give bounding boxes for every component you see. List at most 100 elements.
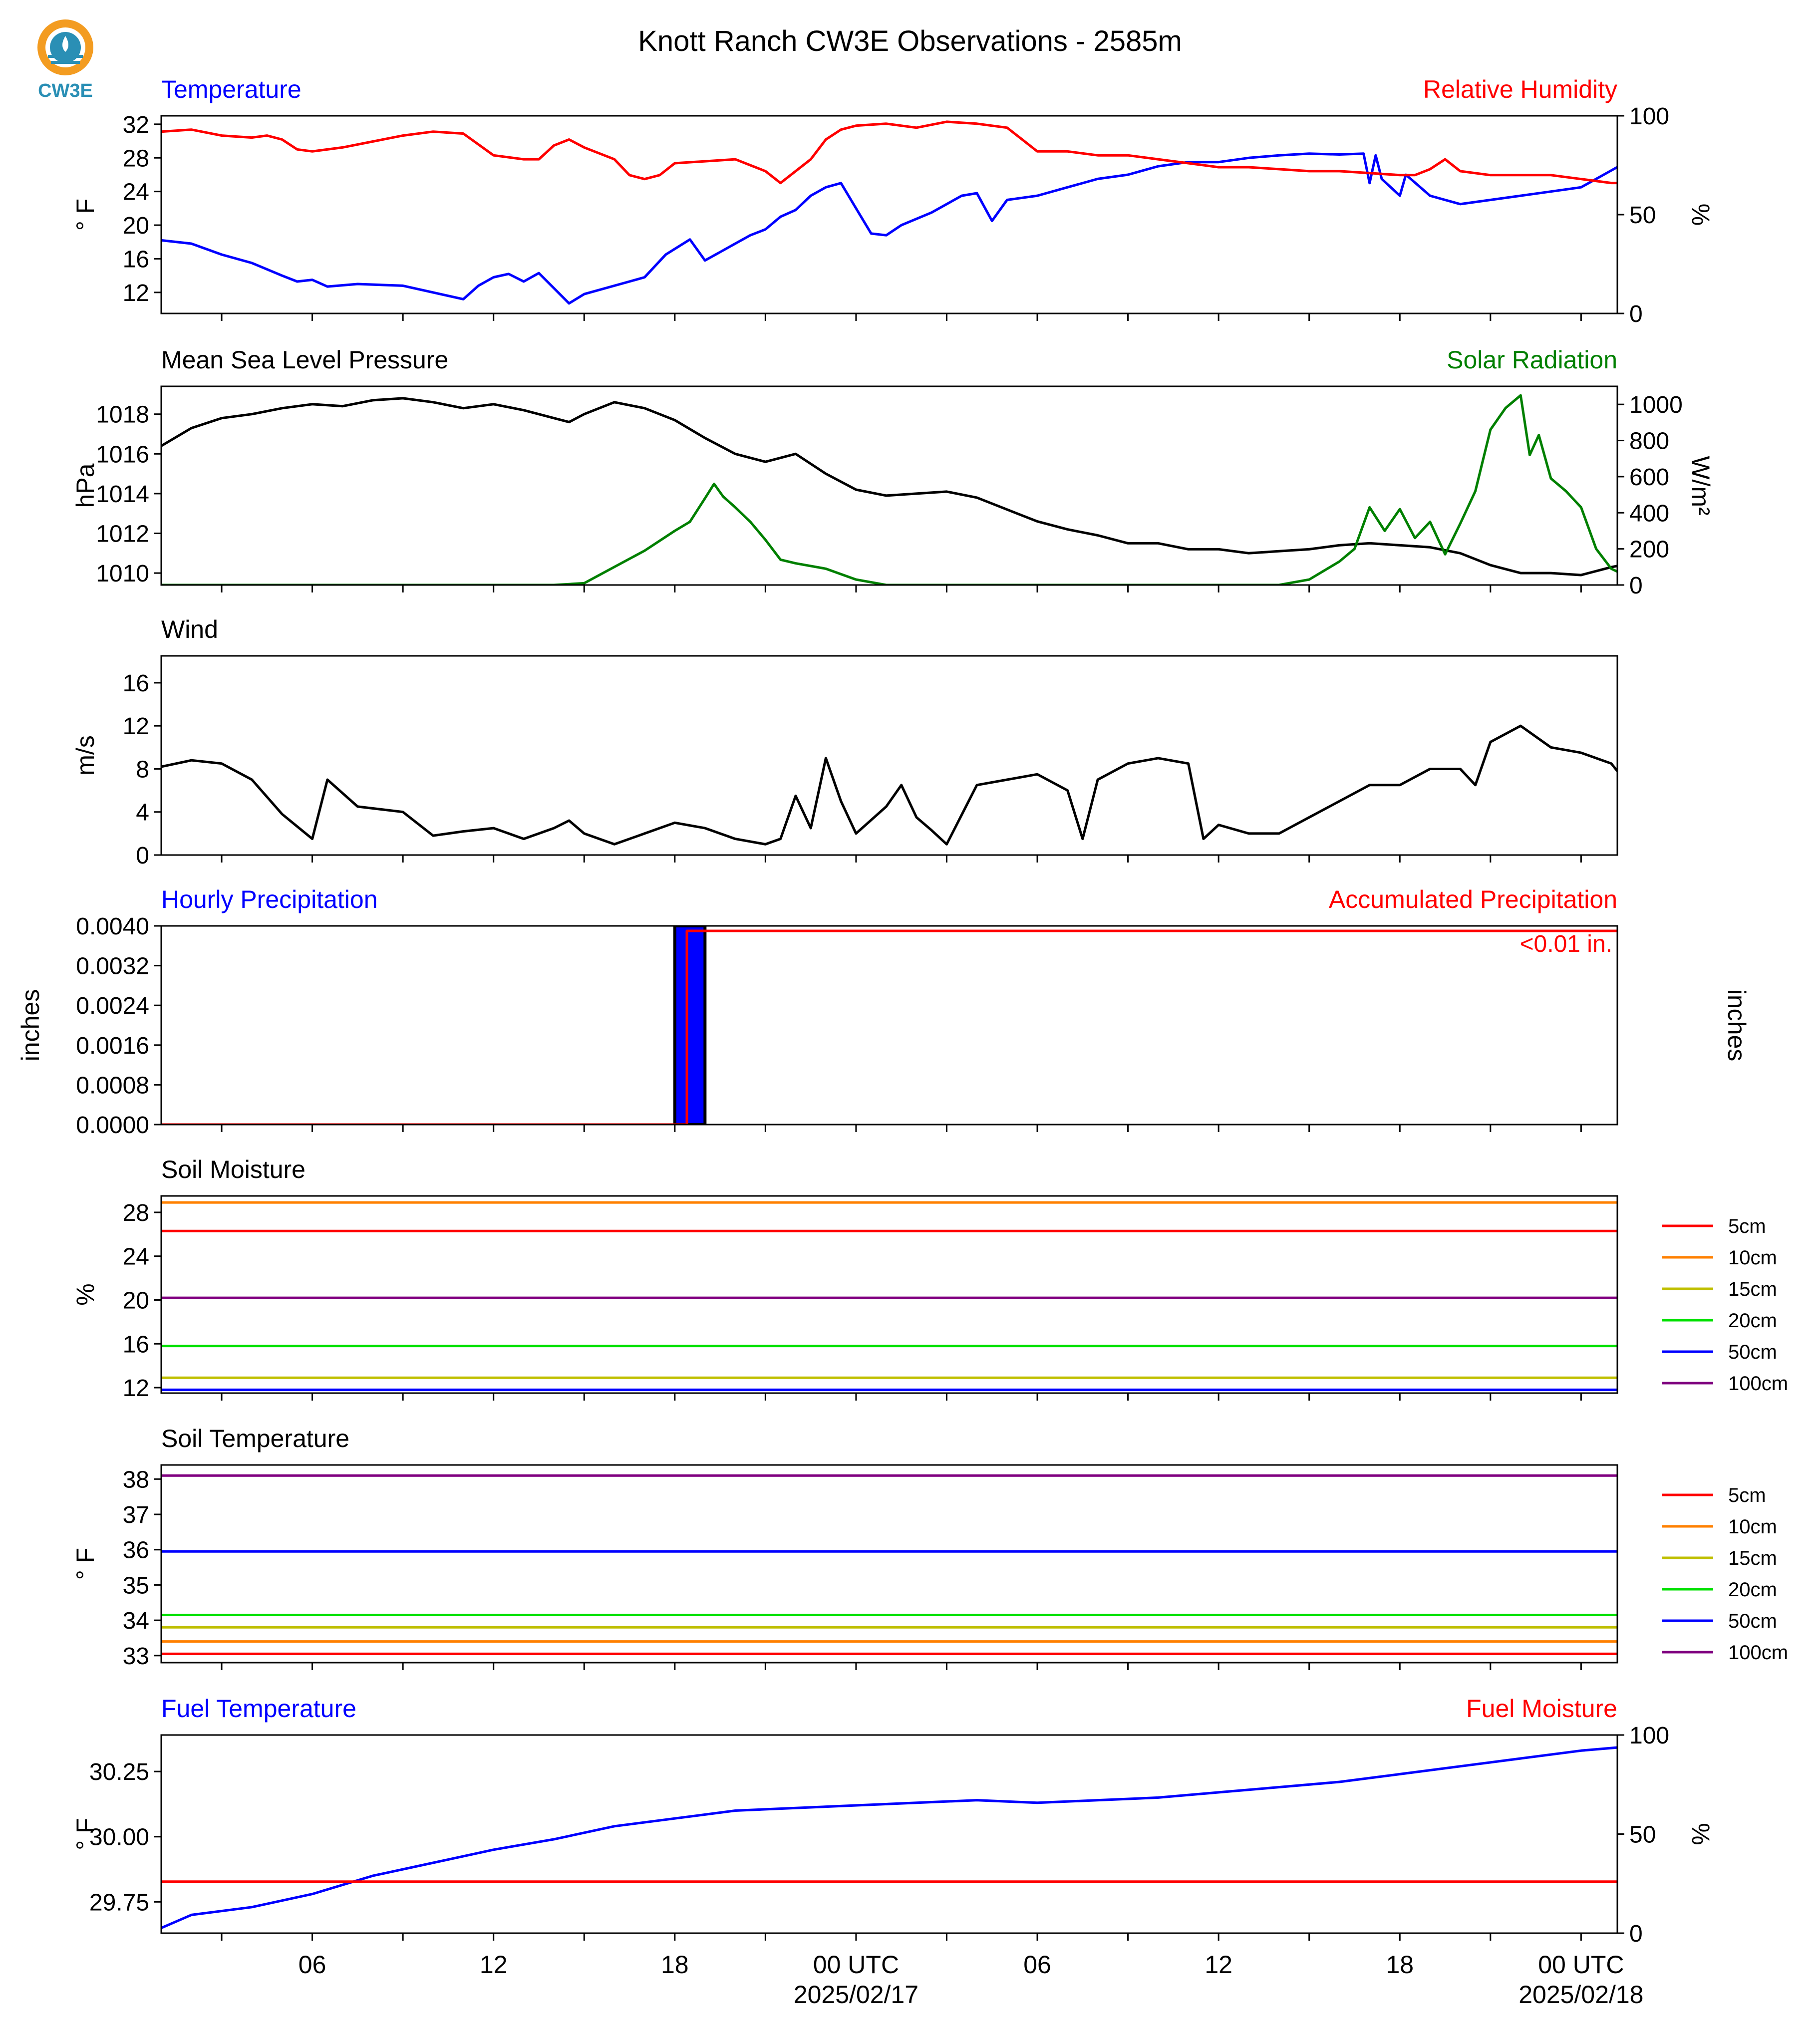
panel-4: Soil Moisture1216202428%5cm10cm15cm20cm5…: [71, 1156, 1788, 1402]
y-tick-label: 38: [123, 1466, 149, 1493]
y-tick-right-label: 0: [1629, 301, 1643, 327]
series-line-1: [161, 120, 1617, 185]
legend-label: 100cm: [1728, 1373, 1788, 1395]
y-axis-label: m/s: [71, 735, 99, 776]
panel-title-left: Wind: [161, 615, 218, 643]
series-line-0: [161, 152, 1617, 305]
panel-frame: [160, 385, 1618, 586]
y-tick-label: 0.0032: [76, 953, 149, 980]
y-tick-label: 0.0008: [76, 1072, 149, 1099]
x-tick-label: 00 UTC: [813, 1951, 899, 1979]
y-tick-label: 1012: [96, 521, 149, 548]
panel-frame: [160, 655, 1618, 856]
y-axis-label: ° F: [71, 199, 99, 231]
y-tick-label: 1010: [96, 561, 149, 587]
y-tick-right-label: 200: [1629, 537, 1669, 563]
y-tick-right-label: 0: [1629, 1921, 1643, 1947]
panel-2: Wind 0 4 8 12 16 m/s: [71, 615, 1618, 869]
series-line-0: [161, 724, 1617, 846]
plot-area: [161, 1201, 1617, 1391]
y-axis-label-right: W/m²: [1687, 456, 1715, 515]
panel-title-right: Relative Humidity: [1423, 75, 1617, 103]
y-tick-right-label: 1000: [1629, 392, 1683, 418]
y-tick-label: 37: [123, 1502, 149, 1528]
cw3e-logo: CW3E: [37, 19, 93, 101]
panel-frame: [160, 1734, 1618, 1934]
panel-frame: [160, 1195, 1618, 1394]
legend-label: 100cm: [1728, 1642, 1788, 1664]
plot-area: [161, 724, 1617, 846]
hourly-precip-bar: [673, 926, 707, 1125]
y-axis-label: ° F: [71, 1548, 99, 1580]
y-tick-label: 0: [136, 843, 149, 869]
legend-label: 5cm: [1728, 1484, 1766, 1506]
legend-label: 15cm: [1728, 1547, 1777, 1569]
panel-frame: [160, 115, 1618, 314]
legend-label: 20cm: [1728, 1579, 1777, 1601]
y-axis-label: ° F: [71, 1818, 99, 1850]
plot-area: [161, 1746, 1617, 1929]
x-tick-label: 12: [1205, 1951, 1232, 1979]
y-tick-right-label: 0: [1629, 573, 1643, 599]
y-axis-label: hPa: [71, 463, 99, 508]
panel-frame: [160, 925, 1618, 1126]
panel-title-right: Solar Radiation: [1447, 346, 1617, 374]
y-tick-label: 12: [123, 1375, 149, 1402]
figure-title: Knott Ranch CW3E Observations - 2585m: [638, 25, 1182, 57]
y-tick-label: 28: [123, 1200, 149, 1226]
x-date-label: 2025/02/18: [1518, 1981, 1643, 2009]
y-tick-right-label: 400: [1629, 500, 1669, 527]
legend-label: 20cm: [1728, 1310, 1777, 1332]
legend: 5cm 10cm 15cm 20cm 50cm 100cm: [1662, 1484, 1788, 1664]
legend-label: 10cm: [1728, 1247, 1777, 1269]
y-tick-right-label: 600: [1629, 464, 1669, 491]
y-tick-label: 4: [136, 800, 149, 826]
y-tick-label: 34: [123, 1608, 149, 1634]
y-tick-label: 16: [123, 670, 149, 697]
y-tick-label: 12: [123, 280, 149, 306]
y-tick-label: 16: [123, 246, 149, 273]
plot-area: [161, 1474, 1617, 1655]
panel-title-left: Soil Temperature: [161, 1425, 349, 1452]
y-tick-label: 33: [123, 1643, 149, 1670]
panel-frame: [160, 1464, 1618, 1664]
y-tick-label: 12: [123, 713, 149, 740]
y-tick-label: 8: [136, 756, 149, 783]
panel-0: Temperature Relative Humidity 12 16 20 24 28 32…: [71, 75, 1715, 327]
series-line-0: [161, 397, 1617, 577]
y-tick-label: 20: [123, 1287, 149, 1314]
x-tick-label: 06: [299, 1951, 326, 1979]
panel-3: Hourly Precipitation Accumulated Precipit…: [16, 885, 1751, 1139]
y-tick-label: 1014: [96, 481, 149, 508]
x-tick-label: 00 UTC: [1538, 1951, 1624, 1979]
x-tick-label: 18: [661, 1951, 689, 1979]
y-tick-label: 0.0040: [76, 913, 149, 940]
y-tick-right-label: 800: [1629, 428, 1669, 455]
legend-label: 5cm: [1728, 1215, 1766, 1237]
x-date-label: 2025/02/17: [794, 1981, 918, 2009]
panel-title-right: Accumulated Precipitation: [1329, 885, 1617, 913]
panel-title-left: Temperature: [161, 75, 302, 103]
y-axis-label-right: %: [1687, 1823, 1715, 1845]
y-tick-label: 29.75: [89, 1889, 149, 1916]
y-tick-label: 30.00: [89, 1824, 149, 1851]
y-tick-label: 0.0016: [76, 1033, 149, 1059]
plot-area: [161, 394, 1617, 585]
precip-annotation: <0.01 in.: [1520, 931, 1612, 957]
y-tick-label: 32: [123, 112, 149, 138]
legend-label: 10cm: [1728, 1516, 1777, 1538]
panel-title-left: Hourly Precipitation: [161, 885, 378, 913]
panel-6: Fuel Temperature Fuel Moisture 29.75 30.00 3…: [71, 1695, 1715, 1947]
y-tick-right-label: 100: [1629, 1723, 1669, 1749]
y-tick-label: 1018: [96, 402, 149, 428]
legend-label: 15cm: [1728, 1278, 1777, 1300]
panel-title-left: Mean Sea Level Pressure: [161, 346, 448, 374]
y-axis-label-right: inches: [1723, 989, 1751, 1062]
legend-label: 50cm: [1728, 1610, 1777, 1632]
y-tick-label: 30.25: [89, 1759, 149, 1785]
legend: 5cm 10cm 15cm 20cm 50cm 100cm: [1662, 1215, 1788, 1395]
logo-text: CW3E: [38, 80, 93, 101]
series-line-1: [161, 394, 1617, 585]
y-tick-label: 36: [123, 1537, 149, 1564]
